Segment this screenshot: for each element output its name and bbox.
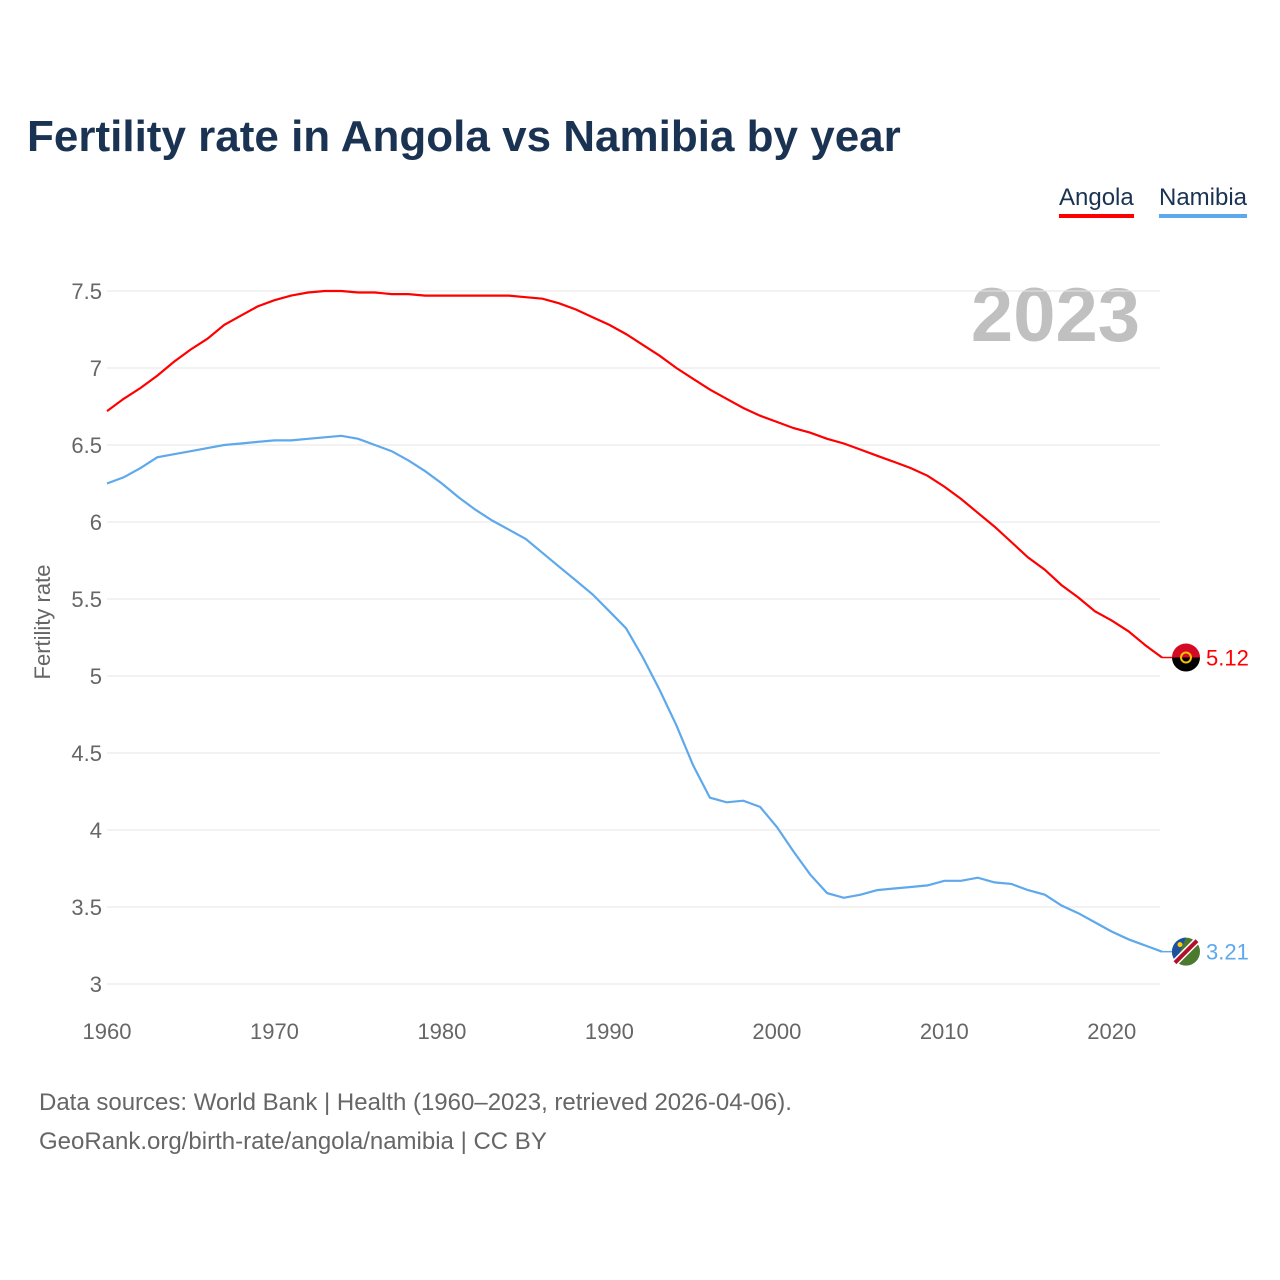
namibia-flag-sun: [1177, 942, 1183, 948]
namibia-flag-icon: [1171, 937, 1186, 962]
end-value-label: 3.21: [1206, 940, 1249, 965]
x-tick-label: 1980: [417, 1019, 466, 1044]
page-title: Fertility rate in Angola vs Namibia by y…: [27, 112, 901, 161]
y-tick-label: 3: [90, 972, 102, 997]
y-tick-label: 6.5: [71, 433, 102, 458]
x-tick-label: 2010: [920, 1019, 969, 1044]
x-tick-label: 1970: [250, 1019, 299, 1044]
y-tick-label: 6: [90, 510, 102, 535]
series-line-namibia: [106, 434, 1163, 953]
x-tick-label: 1990: [585, 1019, 634, 1044]
end-value-label: 5.12: [1206, 646, 1249, 671]
x-tick-label: 1960: [83, 1019, 132, 1044]
namibia-flag-stripe: [1173, 939, 1199, 965]
x-tick-label: 2020: [1087, 1019, 1136, 1044]
angola-flag-icon: [1172, 643, 1200, 658]
y-tick-label: 4: [90, 818, 102, 843]
y-tick-label: 7: [90, 356, 102, 381]
x-tick-label: 2000: [752, 1019, 801, 1044]
y-axis-label: Fertility rate: [30, 565, 55, 680]
legend-namibia[interactable]: Namibia: [1159, 184, 1248, 218]
angola-flag-icon: [1172, 657, 1200, 672]
year-watermark: 2023: [971, 273, 1140, 358]
attribution: GeoRank.org/birth-rate/angola/namibia | …: [39, 1128, 547, 1155]
y-tick-label: 5: [90, 664, 102, 689]
y-tick-label: 7.5: [71, 279, 102, 304]
legend-angola[interactable]: Angola: [1059, 184, 1134, 218]
angola-flag-emblem: [1180, 651, 1192, 664]
y-tick-label: 4.5: [71, 741, 102, 766]
series-line-angola: [106, 289, 1163, 659]
y-tick-label: 5.5: [71, 587, 102, 612]
data-source: Data sources: World Bank | Health (1960–…: [39, 1089, 792, 1116]
y-tick-label: 3.5: [71, 895, 102, 920]
